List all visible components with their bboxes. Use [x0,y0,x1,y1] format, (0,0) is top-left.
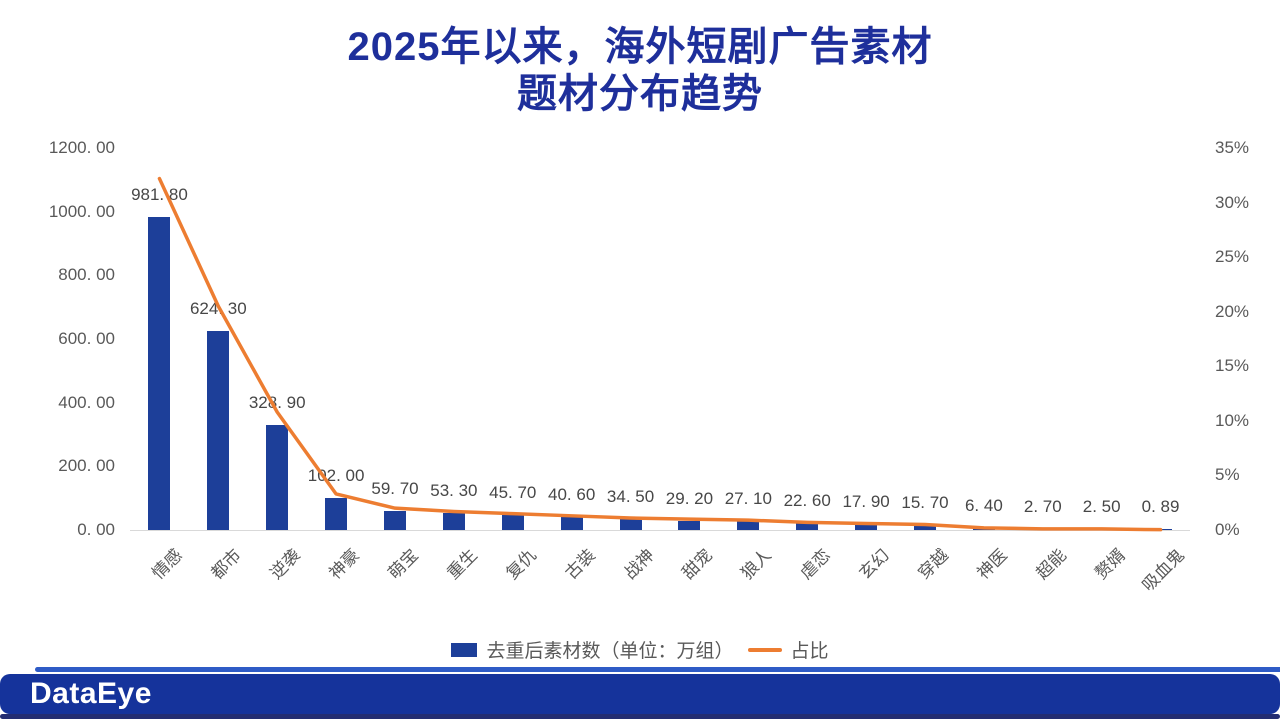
bar [266,425,289,530]
bar [619,519,642,530]
chart-legend: 去重后素材数（单位：万组） 占比 [0,636,1280,663]
right-axis-tick-label: 10% [1215,410,1250,430]
category-label: 赘婿 [1091,545,1129,584]
footer-underline-stripe [0,714,1280,719]
bar [1031,529,1054,530]
category-label: 玄幻 [855,545,894,584]
bar [1090,529,1113,530]
bar-value-label: 624. 30 [189,299,247,319]
right-axis-tick-label: 0% [1215,520,1240,539]
left-axis-tick-label: 200. 00 [58,456,115,476]
legend-item-bars: 去重后素材数（单位：万组） [451,636,734,663]
bar-series-swatch-icon [451,642,478,657]
left-axis-tick-label: 1200. 00 [48,138,115,157]
category-label: 甜宠 [678,545,717,584]
bar [1149,529,1172,530]
x-axis-line [130,530,1190,531]
bar-series-label: 去重后素材数（单位：万组） [486,641,734,662]
bar [972,527,995,530]
bar [855,524,878,530]
chart-title: 2025年以来，海外短剧广告素材 题材分布趋势 [0,24,1280,118]
bar [737,521,760,530]
left-axis-tick-label: 0. 00 [77,520,115,539]
bar [678,520,701,530]
category-label: 穿越 [914,545,952,584]
category-label: 神医 [973,545,1011,584]
bar-value-label: 0. 89 [1141,497,1180,516]
bar [207,331,230,530]
category-label: 重生 [443,545,481,584]
category-label: 古装 [561,545,599,584]
footer-bar: DataEye [0,674,1280,714]
left-axis-tick-label: 1000. 00 [48,201,115,221]
bar [325,497,348,530]
bar-value-label: 981. 80 [131,185,188,205]
left-axis-tick-label: 400. 00 [58,392,115,412]
right-axis-tick-label: 30% [1215,192,1250,212]
category-label: 神豪 [325,545,364,584]
bar [796,522,819,530]
line-series-label: 占比 [790,641,829,662]
category-label: 复仇 [502,545,540,584]
bar [442,513,465,530]
right-axis-tick-label: 25% [1215,247,1250,267]
category-label: 战神 [620,545,658,584]
dataeye-logo: DataEye [30,677,152,710]
left-axis-tick-label: 600. 00 [58,329,115,348]
bar [560,517,583,530]
left-axis-tick-label: 800. 00 [58,265,115,285]
category-label: 都市 [207,545,246,584]
category-label: 吸血鬼 [1138,545,1188,596]
bar [148,217,171,530]
line-series-swatch-icon [747,647,782,652]
legend-item-line: 占比 [747,636,829,663]
bar [914,525,936,530]
category-label: 萌宝 [384,545,422,584]
right-axis-tick-label: 15% [1215,356,1250,376]
right-axis-tick-label: 5% [1215,465,1240,485]
chart-title-line1: 2025年以来，海外短剧广告素材 [347,25,933,69]
category-label: 虐恋 [796,545,835,584]
category-label: 逆袭 [266,545,305,584]
bar-value-label: 328. 90 [248,393,306,413]
chart-title-line2: 题材分布趋势 [517,72,763,117]
right-axis-tick-label: 35% [1215,138,1250,157]
right-axis-tick-label: 20% [1215,301,1250,321]
bar [384,510,406,530]
bar [501,515,524,530]
category-label: 狼人 [737,545,776,584]
category-label: 情感 [148,545,187,584]
category-label: 超能 [1032,545,1070,584]
footer-accent-stripe [35,667,1280,672]
